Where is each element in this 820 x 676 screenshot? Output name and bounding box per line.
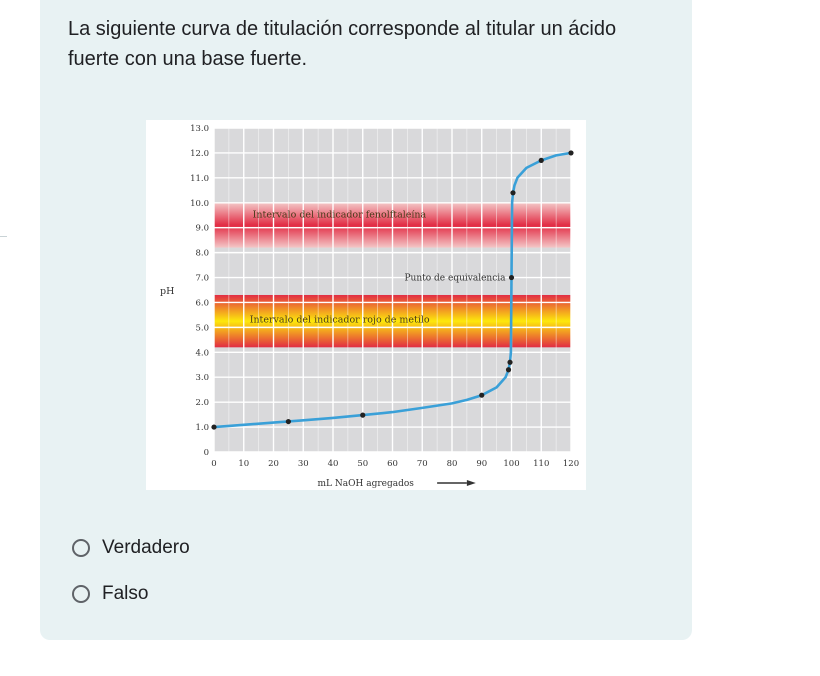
titration-chart: 0 1.0 2.0 3.0 4.0 5.0 6.0 7.0 8.0 9.0 10.0 11.0 12.0…	[160, 124, 579, 489]
y-tick-label: 7.0	[195, 274, 209, 284]
x-tick-label: 0	[211, 459, 216, 469]
x-tick-label: 30	[298, 459, 309, 469]
data-point	[507, 359, 513, 365]
y-tick-label: 11.0	[190, 174, 209, 184]
y-tick-label: 9.0	[195, 224, 209, 234]
y-tick-label: 13.0	[190, 124, 209, 134]
x-tick-label: 110	[533, 459, 549, 469]
data-point	[538, 157, 544, 163]
y-tick-label: 3.0	[195, 373, 209, 383]
data-point	[211, 424, 217, 430]
y-axis-label: pH	[160, 286, 174, 297]
radio-verdadero[interactable]	[72, 539, 90, 557]
x-tick-label: 60	[387, 459, 398, 469]
question-text: La siguiente curva de titulación corresp…	[68, 18, 617, 70]
x-tick-label: 20	[268, 459, 279, 469]
data-point	[508, 274, 515, 281]
data-point	[360, 412, 366, 418]
titration-curve-figure: 0 1.0 2.0 3.0 4.0 5.0 6.0 7.0 8.0 9.0 10.0 11.0 12.0…	[146, 120, 586, 490]
option-label-verdadero: Verdadero	[102, 537, 190, 558]
x-tick-label: 50	[357, 459, 368, 469]
radio-falso[interactable]	[72, 585, 90, 603]
data-point	[479, 392, 485, 398]
x-tick-label: 40	[328, 459, 339, 469]
band-label-phenolphthalein: Intervalo del indicador fenolftaleína	[253, 210, 427, 221]
x-tick-label: 80	[447, 459, 458, 469]
band-label-methyl-red: Intervalo del indicador rojo de metilo	[250, 314, 430, 325]
option-verdadero[interactable]: Verdadero	[72, 537, 190, 559]
y-tick-label: 5.0	[195, 323, 209, 333]
y-tick-label: 1.0	[195, 423, 209, 433]
x-axis-label: mL NaOH agregados	[318, 479, 415, 489]
data-point	[505, 367, 512, 373]
left-edge-line	[0, 236, 7, 237]
y-tick-label: 8.0	[195, 249, 209, 259]
option-falso[interactable]: Falso	[72, 583, 148, 605]
data-point	[568, 150, 574, 156]
x-tick-label: 90	[476, 459, 487, 469]
data-point	[285, 418, 291, 425]
data-point	[510, 190, 516, 196]
titration-curve	[213, 151, 572, 429]
x-axis-arrowhead	[466, 480, 476, 486]
y-tick-label: 4.0	[195, 348, 209, 358]
y-tick-label: 0	[204, 448, 209, 458]
x-tick-label: 70	[417, 459, 428, 469]
equivalence-point-label: Punto de equivalencia	[405, 274, 507, 284]
x-tick-label: 120	[563, 459, 579, 469]
x-tick-label: 100	[503, 459, 519, 469]
y-tick-label: 10.0	[190, 199, 209, 209]
y-tick-label: 6.0	[195, 298, 209, 308]
x-tick-label: 10	[238, 459, 249, 469]
y-tick-label: 12.0	[190, 149, 209, 159]
y-tick-label: 2.0	[195, 398, 209, 408]
option-label-falso: Falso	[102, 583, 149, 604]
